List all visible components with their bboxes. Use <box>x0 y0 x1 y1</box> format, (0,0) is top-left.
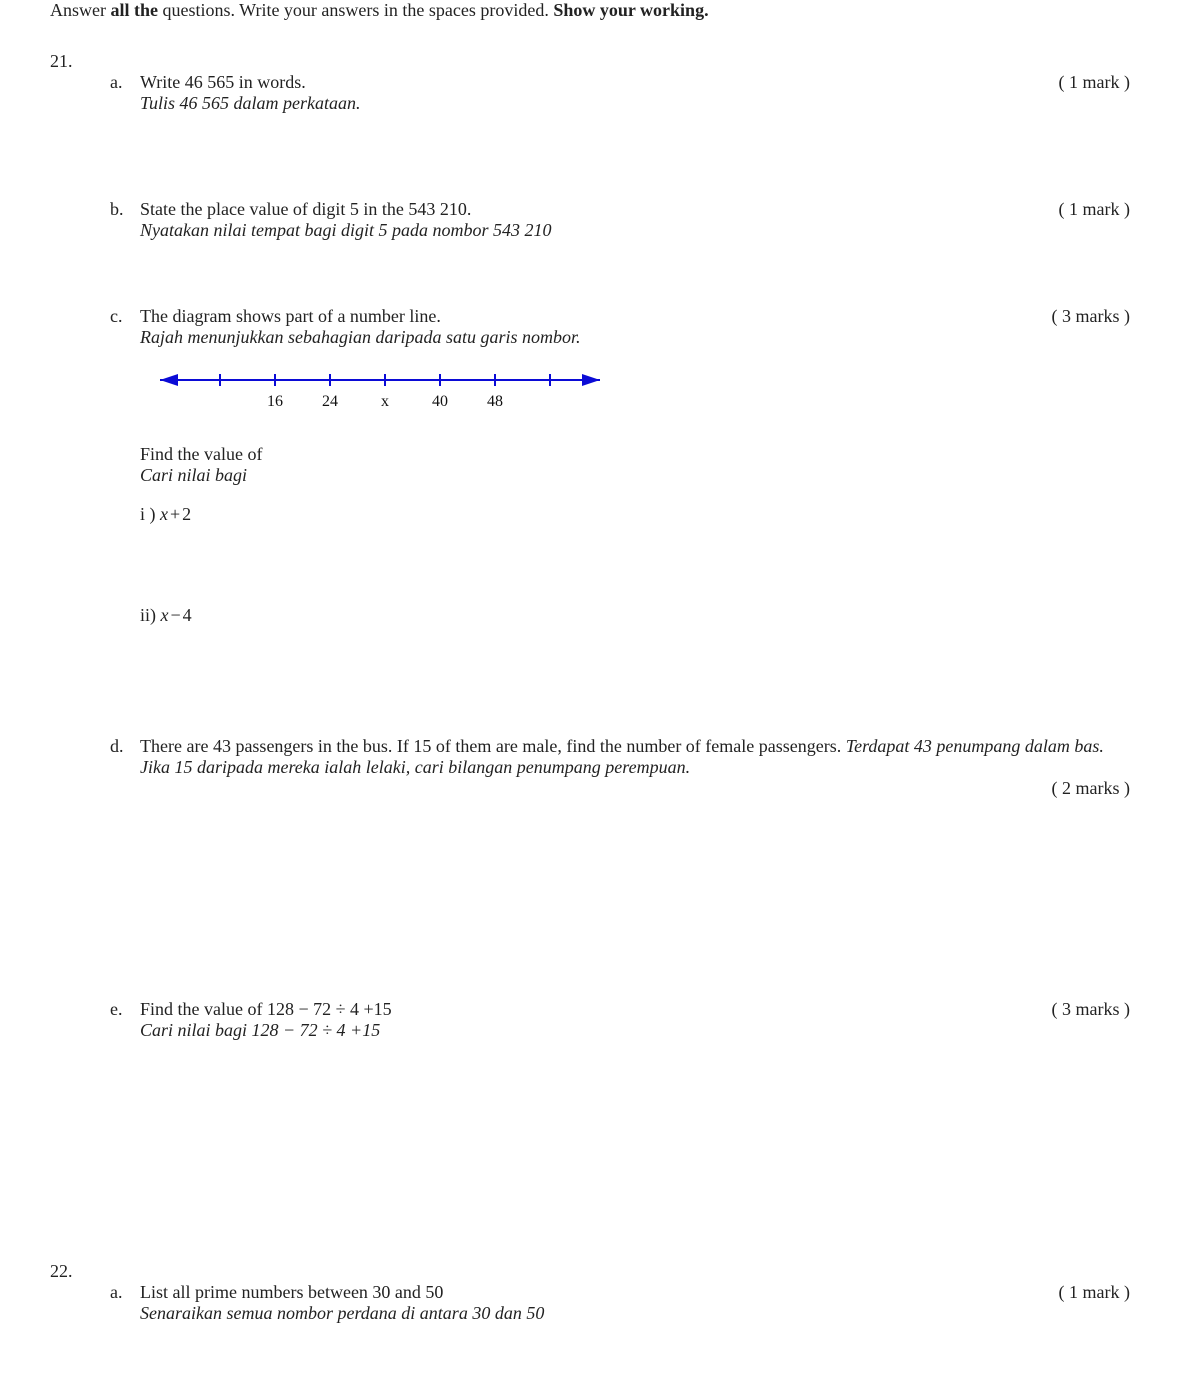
sub-label: e. <box>110 999 140 1020</box>
q21-subquestions: a. Write 46 565 in words. Tulis 46 565 d… <box>110 72 1130 1251</box>
item-prefix: ii) <box>140 605 161 625</box>
instruction-line: Answer all the questions. Write your ans… <box>50 0 1130 21</box>
q22a: a. List all prime numbers between 30 and… <box>110 1282 1130 1324</box>
q21a: a. Write 46 565 in words. Tulis 46 565 d… <box>110 72 1130 114</box>
instruction-text: Answer <box>50 0 111 20</box>
math-var: x <box>160 504 168 524</box>
instruction-text-2: questions. Write your answers in the spa… <box>158 0 553 20</box>
q22-subquestions: a. List all prime numbers between 30 and… <box>110 1282 1130 1324</box>
question-text-en: List all prime numbers between 30 and 50 <box>140 1282 1010 1303</box>
question-text-ms: Tulis 46 565 dalam perkataan. <box>140 93 1010 114</box>
instruction-bold-1: all the <box>111 0 159 20</box>
math-var: x <box>161 605 169 625</box>
sub-label: d. <box>110 736 140 757</box>
question-text-en: The diagram shows part of a number line. <box>140 306 1010 327</box>
math-op: + <box>168 504 182 524</box>
q21c-ii: ii) x−4 <box>140 605 1010 626</box>
math-num: 4 <box>183 605 192 625</box>
q21c: c. The diagram shows part of a number li… <box>110 306 1130 626</box>
question-text-ms: Nyatakan nilai tempat bagi digit 5 pada … <box>140 220 1010 241</box>
question-text-en: State the place value of digit 5 in the … <box>140 199 1010 220</box>
question-number: 22. <box>50 1261 110 1282</box>
marks-label: ( 3 marks ) <box>1020 999 1130 1020</box>
marks-label: ( 1 mark ) <box>1020 199 1130 220</box>
sub-body: Find the value of 128 − 72 ÷ 4 +15 Cari … <box>140 999 1020 1041</box>
find-text-en: Find the value of <box>140 444 1010 465</box>
math-op: − <box>169 605 183 625</box>
q21c-i: i ) x+2 <box>140 504 1010 525</box>
sub-label: a. <box>110 1282 140 1303</box>
q21d: d. There are 43 passengers in the bus. I… <box>110 736 1130 799</box>
question-text-ms: Cari nilai bagi 128 − 72 ÷ 4 +15 <box>140 1020 1010 1041</box>
marks-label: ( 2 marks ) <box>140 778 1130 799</box>
svg-text:x: x <box>381 393 389 410</box>
marks-label: ( 1 mark ) <box>1020 1282 1130 1303</box>
q21e: e. Find the value of 128 − 72 ÷ 4 +15 Ca… <box>110 999 1130 1041</box>
question-text-ms: Rajah menunjukkan sebahagian daripada sa… <box>140 327 1010 348</box>
question-number: 21. <box>50 51 110 72</box>
sub-label: c. <box>110 306 140 327</box>
number-line-diagram: 16 24 x 40 48 <box>150 362 610 418</box>
marks-label: ( 3 marks ) <box>1020 306 1130 327</box>
answer-space <box>110 636 1130 736</box>
answer-space <box>110 124 1130 199</box>
sub-body: State the place value of digit 5 in the … <box>140 199 1020 241</box>
answer-space <box>110 251 1130 306</box>
math-num: 2 <box>182 504 191 524</box>
question-21: 21. <box>50 51 1130 72</box>
sub-label: a. <box>110 72 140 93</box>
item-prefix: i ) <box>140 504 160 524</box>
question-text-en: Write 46 565 in words. <box>140 72 1010 93</box>
sub-body: Write 46 565 in words. Tulis 46 565 dala… <box>140 72 1020 114</box>
question-text-en: Find the value of 128 − 72 ÷ 4 +15 <box>140 999 1010 1020</box>
sub-body: List all prime numbers between 30 and 50… <box>140 1282 1020 1324</box>
answer-space <box>110 809 1130 999</box>
sub-body: There are 43 passengers in the bus. If 1… <box>140 736 1130 799</box>
instruction-bold-2: Show your working. <box>553 0 708 20</box>
exam-page: Answer all the questions. Write your ans… <box>0 0 1180 1389</box>
q21b: b. State the place value of digit 5 in t… <box>110 199 1130 241</box>
svg-text:48: 48 <box>487 393 503 410</box>
sub-body: The diagram shows part of a number line.… <box>140 306 1020 626</box>
answer-space <box>110 1051 1130 1251</box>
question-22: 22. <box>50 1261 1130 1282</box>
svg-text:24: 24 <box>322 393 338 410</box>
find-text-ms: Cari nilai bagi <box>140 465 1010 486</box>
question-text-ms: Senaraikan semua nombor perdana di antar… <box>140 1303 1010 1324</box>
sub-label: b. <box>110 199 140 220</box>
svg-text:16: 16 <box>267 393 283 410</box>
marks-label: ( 1 mark ) <box>1020 72 1130 93</box>
svg-text:40: 40 <box>432 393 448 410</box>
question-text-en: There are 43 passengers in the bus. If 1… <box>140 736 846 756</box>
